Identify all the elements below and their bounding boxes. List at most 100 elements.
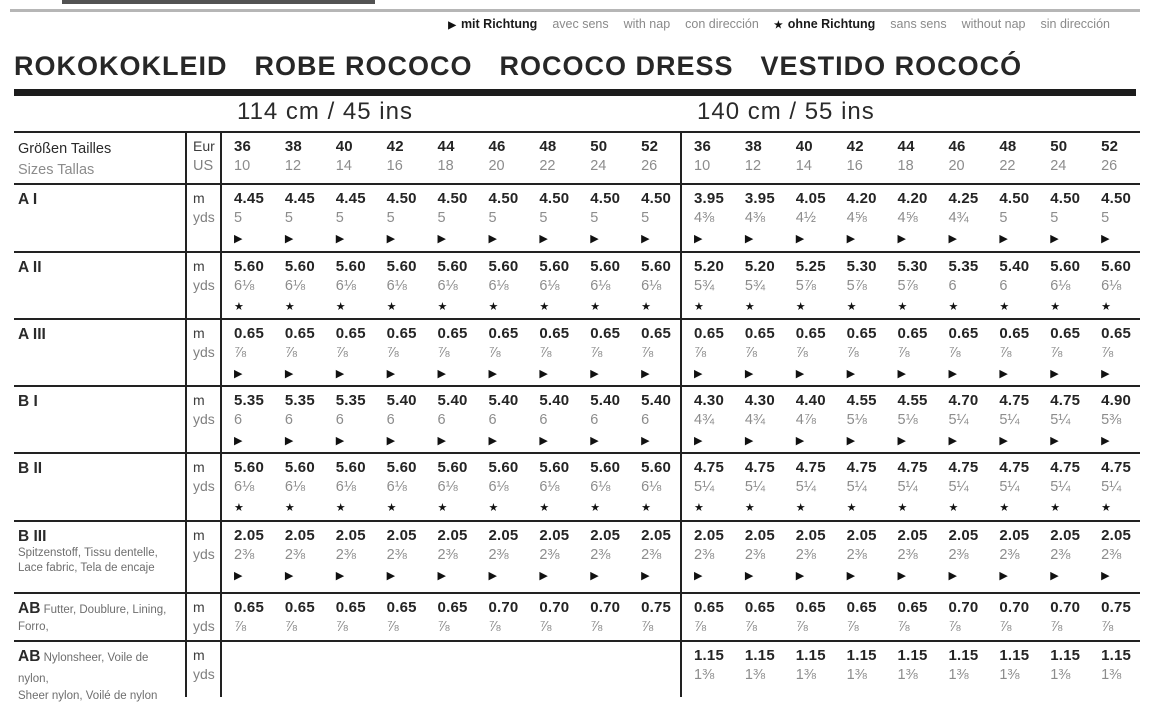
title-word-fr: ROBE ROCOCO (254, 51, 473, 81)
yardage-cell: 0.70 ⅞ (987, 598, 1038, 640)
label-description-line: Sheer nylon, Voilé de nylon (18, 690, 158, 702)
yardage-cell: 5.35 6 ▶ (273, 391, 324, 452)
yards-value: 6 (999, 278, 1008, 294)
with-nap-icon: ▶ (386, 368, 396, 380)
meters-value: 5.60 (590, 258, 621, 275)
meters-value: 4.50 (539, 190, 570, 207)
yardage-cell: 5.60 6⅛ ★ (375, 257, 426, 318)
us-size: 16 (386, 158, 403, 174)
row-label-cell: AB Nylonsheer, Voile de nylon, Sheer nylo… (14, 642, 185, 702)
yardage-cell: 5.60 6⅛ ★ (273, 458, 324, 520)
with-nap-icon: ▶ (284, 368, 294, 380)
yardage-cell (273, 646, 324, 697)
with-nap-icon: ▶ (1050, 570, 1059, 582)
with-nap-icon: ▶ (795, 435, 805, 447)
yards-value: 5 (1101, 210, 1110, 226)
yards-value: ⅞ (897, 345, 910, 361)
unit-cell: m yds (185, 594, 222, 640)
yards-value: 6 (234, 412, 243, 428)
yards-value: ⅞ (694, 345, 707, 361)
yards-value: 6⅛ (234, 479, 255, 495)
row-label-cell: A III (14, 320, 185, 385)
yards-value: 5 (386, 210, 395, 226)
yardage-cell: 3.95 4⅜ ▶ (733, 189, 784, 251)
yardage-cell: 1.15 1⅜ (835, 646, 886, 697)
yardage-cell: 0.65 ⅞ ▶ (1089, 324, 1140, 385)
without-nap-icon: ★ (335, 502, 346, 514)
yards-value: 1⅜ (846, 667, 867, 683)
meters-value: 0.70 (488, 599, 519, 616)
yards-value: 2⅜ (1101, 547, 1122, 563)
yardage-cell: 4.55 5⅛ ▶ (835, 391, 886, 452)
meters-value: 4.30 (744, 392, 775, 409)
yardage-cell: 0.70 ⅞ (1038, 598, 1089, 640)
meters-value: 4.75 (999, 392, 1030, 409)
meters-value: 1.15 (1101, 647, 1132, 664)
yards-value: 5¾ (694, 278, 715, 294)
yards-value: ⅞ (1101, 345, 1114, 361)
meters-value: 2.05 (1050, 527, 1081, 544)
meters-value: 2.05 (386, 527, 417, 544)
yardage-cell: 5.60 6⅛ ★ (578, 458, 629, 520)
yards-value: 2⅜ (590, 547, 611, 563)
size-cell: 50 24 (1038, 137, 1089, 183)
yards-value: 6⅛ (335, 278, 356, 294)
meters-value: 4.75 (744, 459, 775, 476)
yards-value: 5⅞ (795, 278, 816, 294)
without-nap-icon: ★ (846, 502, 857, 514)
yardage-cell: 0.65 ⅞ (886, 598, 937, 640)
us-size: 12 (744, 158, 762, 174)
meters-value: 0.65 (284, 325, 315, 342)
yards-unit-label: yds (193, 209, 215, 225)
us-size: 22 (999, 158, 1016, 174)
title-word-es: VESTIDO ROCOCÓ (760, 51, 1023, 81)
meters-value: 5.60 (386, 258, 417, 275)
yards-value: 1⅜ (1050, 667, 1071, 683)
with-nap-icon: ▶ (539, 368, 548, 380)
without-nap-icon: ★ (437, 301, 448, 313)
yards-value: 2⅜ (846, 547, 867, 563)
legend-item: ★ ohne Richtung (773, 17, 876, 31)
yards-value: 5¼ (846, 479, 867, 495)
yardage-cell: 4.50 5 ▶ (629, 189, 680, 251)
unit-cell: m yds (185, 454, 222, 520)
meters-value: 0.65 (335, 325, 366, 342)
with-nap-icon: ▶ (1050, 233, 1059, 245)
meters-value: 0.65 (386, 599, 417, 616)
table-row: AB Nylonsheer, Voile de nylon, Sheer nylo… (14, 640, 1140, 702)
legend-item: sans sens (890, 17, 947, 31)
yardage-cell: 2.05 2⅜ ▶ (1089, 526, 1140, 592)
yards-value: 6 (386, 412, 395, 428)
meters-value: 0.75 (1101, 599, 1132, 616)
with-nap-icon: ▶ (488, 233, 497, 245)
yards-value: 5 (335, 210, 344, 226)
yardage-cell: 4.75 5¼ ★ (987, 458, 1038, 520)
yards-value: 5¼ (1050, 412, 1071, 428)
unit-cell: m yds (185, 522, 222, 592)
yards-value: 6⅛ (234, 278, 255, 294)
meters-value: 0.65 (795, 325, 826, 342)
yardage-cell: 2.05 2⅜ ▶ (578, 526, 629, 592)
yards-value: 2⅜ (694, 547, 715, 563)
yardage-cell: 1.15 1⅜ (886, 646, 937, 697)
cropped-top-bar (62, 0, 375, 4)
with-nap-icon: ▶ (948, 368, 957, 380)
yardage-cell: 0.65 ⅞ ▶ (733, 324, 784, 385)
without-nap-icon: ★ (284, 301, 295, 313)
meters-value: 5.40 (386, 392, 417, 409)
meters-value: 0.75 (641, 599, 672, 616)
yards-unit-label: yds (193, 277, 215, 293)
meters-unit-label: m (193, 258, 205, 274)
yards-value: 6 (539, 412, 548, 428)
yards-value: ⅞ (386, 619, 399, 635)
yardage-cell: 4.75 5¼ ▶ (987, 391, 1038, 452)
with-nap-icon: ▶ (335, 435, 345, 447)
meters-value: 5.35 (948, 258, 979, 275)
yardage-group-140: 0.65 ⅞ 0.65 ⅞ 0.65 ⅞ 0.65 ⅞ 0.65 ⅞ 0.70 ⅞ 0.70 ⅞ 0.70 ⅞… (680, 594, 1140, 640)
meters-value: 1.15 (795, 647, 826, 664)
eur-size: 50 (1050, 138, 1068, 155)
yards-value: 1⅜ (694, 667, 715, 683)
yardage-cell: 5.40 6 ★ (987, 257, 1038, 318)
size-columns-group-140: 36 10 38 12 40 14 42 16 44 18 46 20 48 22 50 24 52 26 (680, 133, 1140, 183)
